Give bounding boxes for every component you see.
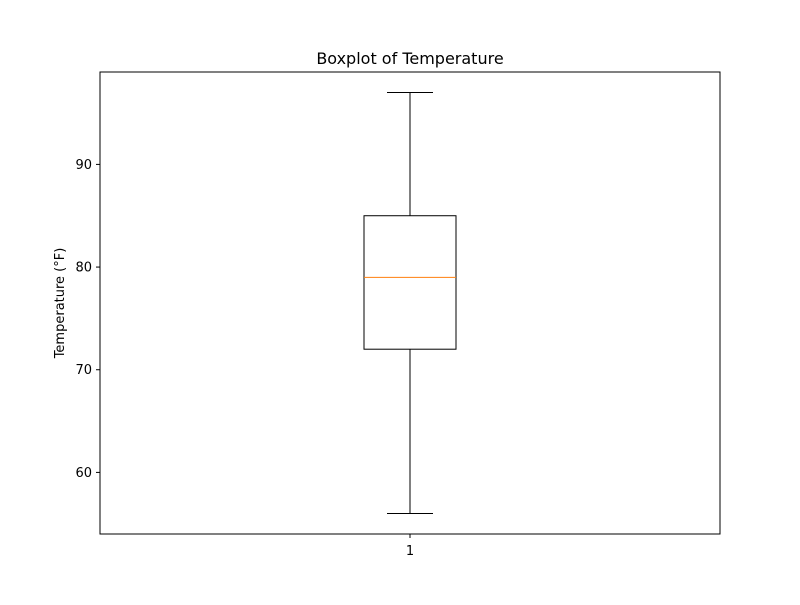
y-tick-label: 60 (75, 466, 92, 481)
y-axis-label: Temperature (°F) (53, 248, 68, 360)
x-tick-label: 1 (406, 544, 414, 559)
y-tick-label: 90 (75, 158, 92, 173)
chart-title: Boxplot of Temperature (316, 49, 503, 68)
chart-marks: 60 70 80 90 1 (75, 92, 457, 559)
y-tick-label: 80 (75, 261, 92, 276)
box-iqr (363, 215, 457, 350)
y-tick-label: 70 (75, 363, 92, 378)
